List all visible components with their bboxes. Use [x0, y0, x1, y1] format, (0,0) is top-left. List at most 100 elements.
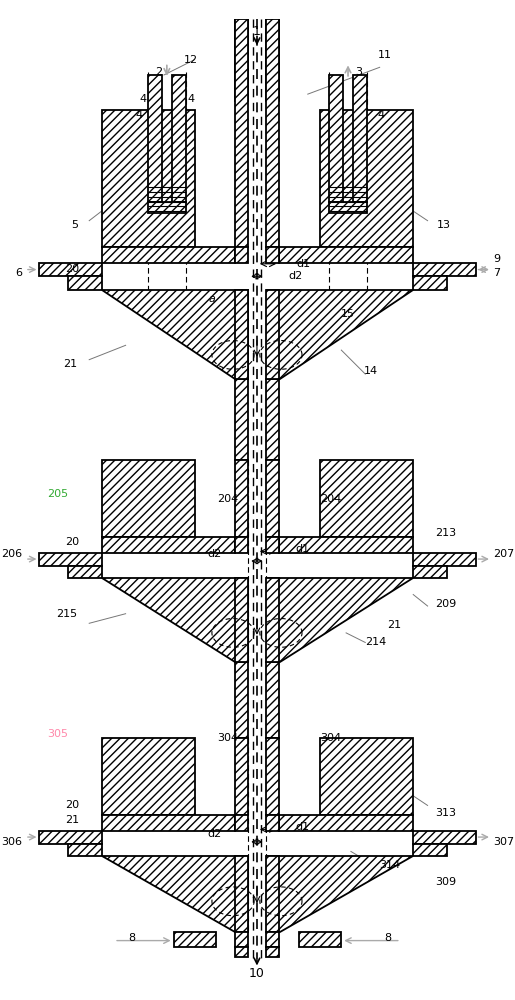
Bar	[235, 379, 248, 460]
Bar	[266, 379, 279, 460]
Bar	[39, 553, 101, 566]
Text: 21: 21	[65, 815, 80, 825]
Text: d2: d2	[207, 829, 221, 839]
Bar	[68, 566, 101, 578]
Bar	[413, 566, 447, 578]
Text: 12: 12	[184, 55, 198, 65]
Text: 207: 207	[493, 549, 514, 559]
Text: 313: 313	[435, 808, 456, 818]
Bar	[413, 276, 447, 290]
Bar	[235, 460, 248, 537]
Text: 204: 204	[320, 494, 341, 504]
Text: 304: 304	[218, 733, 239, 743]
Bar	[299, 932, 341, 947]
Text: 21: 21	[387, 620, 402, 630]
Text: 5: 5	[71, 220, 78, 230]
Bar	[148, 202, 186, 213]
Bar	[279, 247, 413, 263]
Text: 305: 305	[47, 729, 68, 739]
Bar	[413, 844, 447, 856]
Bar	[279, 537, 413, 553]
Bar	[39, 831, 101, 844]
Text: 6: 6	[15, 268, 22, 278]
Bar	[101, 537, 235, 553]
Bar	[266, 247, 279, 263]
Text: 15: 15	[341, 309, 355, 319]
Polygon shape	[101, 578, 248, 662]
Text: 314: 314	[380, 860, 401, 870]
Text: 1: 1	[253, 25, 261, 38]
Bar	[101, 110, 195, 247]
Text: 8: 8	[128, 933, 135, 943]
Bar	[266, 290, 279, 379]
Polygon shape	[101, 290, 248, 379]
Bar	[171, 75, 186, 202]
Text: 7: 7	[493, 268, 500, 278]
Text: 4: 4	[187, 94, 194, 104]
Polygon shape	[267, 856, 413, 932]
Text: 13: 13	[437, 220, 451, 230]
Text: d1: d1	[295, 822, 310, 832]
Text: 206: 206	[1, 549, 22, 559]
Bar	[235, 738, 248, 815]
Text: 20: 20	[65, 800, 80, 810]
Bar	[68, 276, 101, 290]
Bar	[320, 738, 413, 815]
Text: 9: 9	[493, 254, 500, 264]
Bar	[266, 537, 279, 553]
Bar	[235, 19, 248, 101]
Text: 10: 10	[249, 967, 265, 980]
Bar	[235, 662, 248, 738]
Text: 2: 2	[156, 67, 163, 77]
Bar	[235, 537, 248, 553]
Bar	[39, 263, 101, 276]
Text: 3: 3	[355, 67, 362, 77]
Bar	[266, 460, 279, 537]
Text: d1: d1	[296, 259, 311, 269]
Bar	[279, 815, 413, 831]
Bar	[235, 815, 248, 831]
Text: 215: 215	[57, 609, 78, 619]
Bar	[235, 290, 248, 379]
Bar	[266, 578, 279, 662]
Bar	[413, 263, 475, 276]
Text: 309: 309	[435, 877, 456, 887]
Bar	[266, 19, 279, 247]
Text: 204: 204	[217, 494, 239, 504]
Bar	[101, 247, 235, 263]
Bar	[101, 460, 195, 537]
Text: 209: 209	[435, 599, 456, 609]
Text: 306: 306	[1, 837, 22, 847]
Bar	[266, 19, 279, 101]
Bar	[101, 815, 235, 831]
Text: 4: 4	[136, 110, 143, 120]
Bar	[235, 932, 248, 947]
Bar	[320, 110, 413, 247]
Bar	[413, 831, 475, 844]
Text: 214: 214	[365, 637, 387, 647]
Bar	[235, 578, 248, 662]
Bar	[235, 247, 248, 263]
Bar	[235, 19, 248, 247]
Bar	[413, 553, 475, 566]
Bar	[266, 662, 279, 738]
Polygon shape	[101, 856, 248, 932]
Text: 21: 21	[63, 359, 78, 369]
Text: 4: 4	[140, 94, 146, 104]
Text: 213: 213	[435, 528, 456, 538]
Bar	[266, 815, 279, 831]
Bar	[101, 738, 195, 815]
Bar	[266, 738, 279, 815]
Text: 8: 8	[385, 933, 391, 943]
Text: d2: d2	[207, 549, 221, 559]
Text: 11: 11	[377, 50, 391, 60]
Text: 304: 304	[320, 733, 341, 743]
Bar	[174, 932, 216, 947]
Text: 14: 14	[364, 366, 377, 376]
Text: d2: d2	[288, 271, 303, 281]
Text: 307: 307	[493, 837, 514, 847]
Polygon shape	[267, 578, 413, 662]
Text: d1: d1	[295, 544, 310, 554]
Bar	[320, 460, 413, 537]
Bar	[266, 856, 279, 932]
